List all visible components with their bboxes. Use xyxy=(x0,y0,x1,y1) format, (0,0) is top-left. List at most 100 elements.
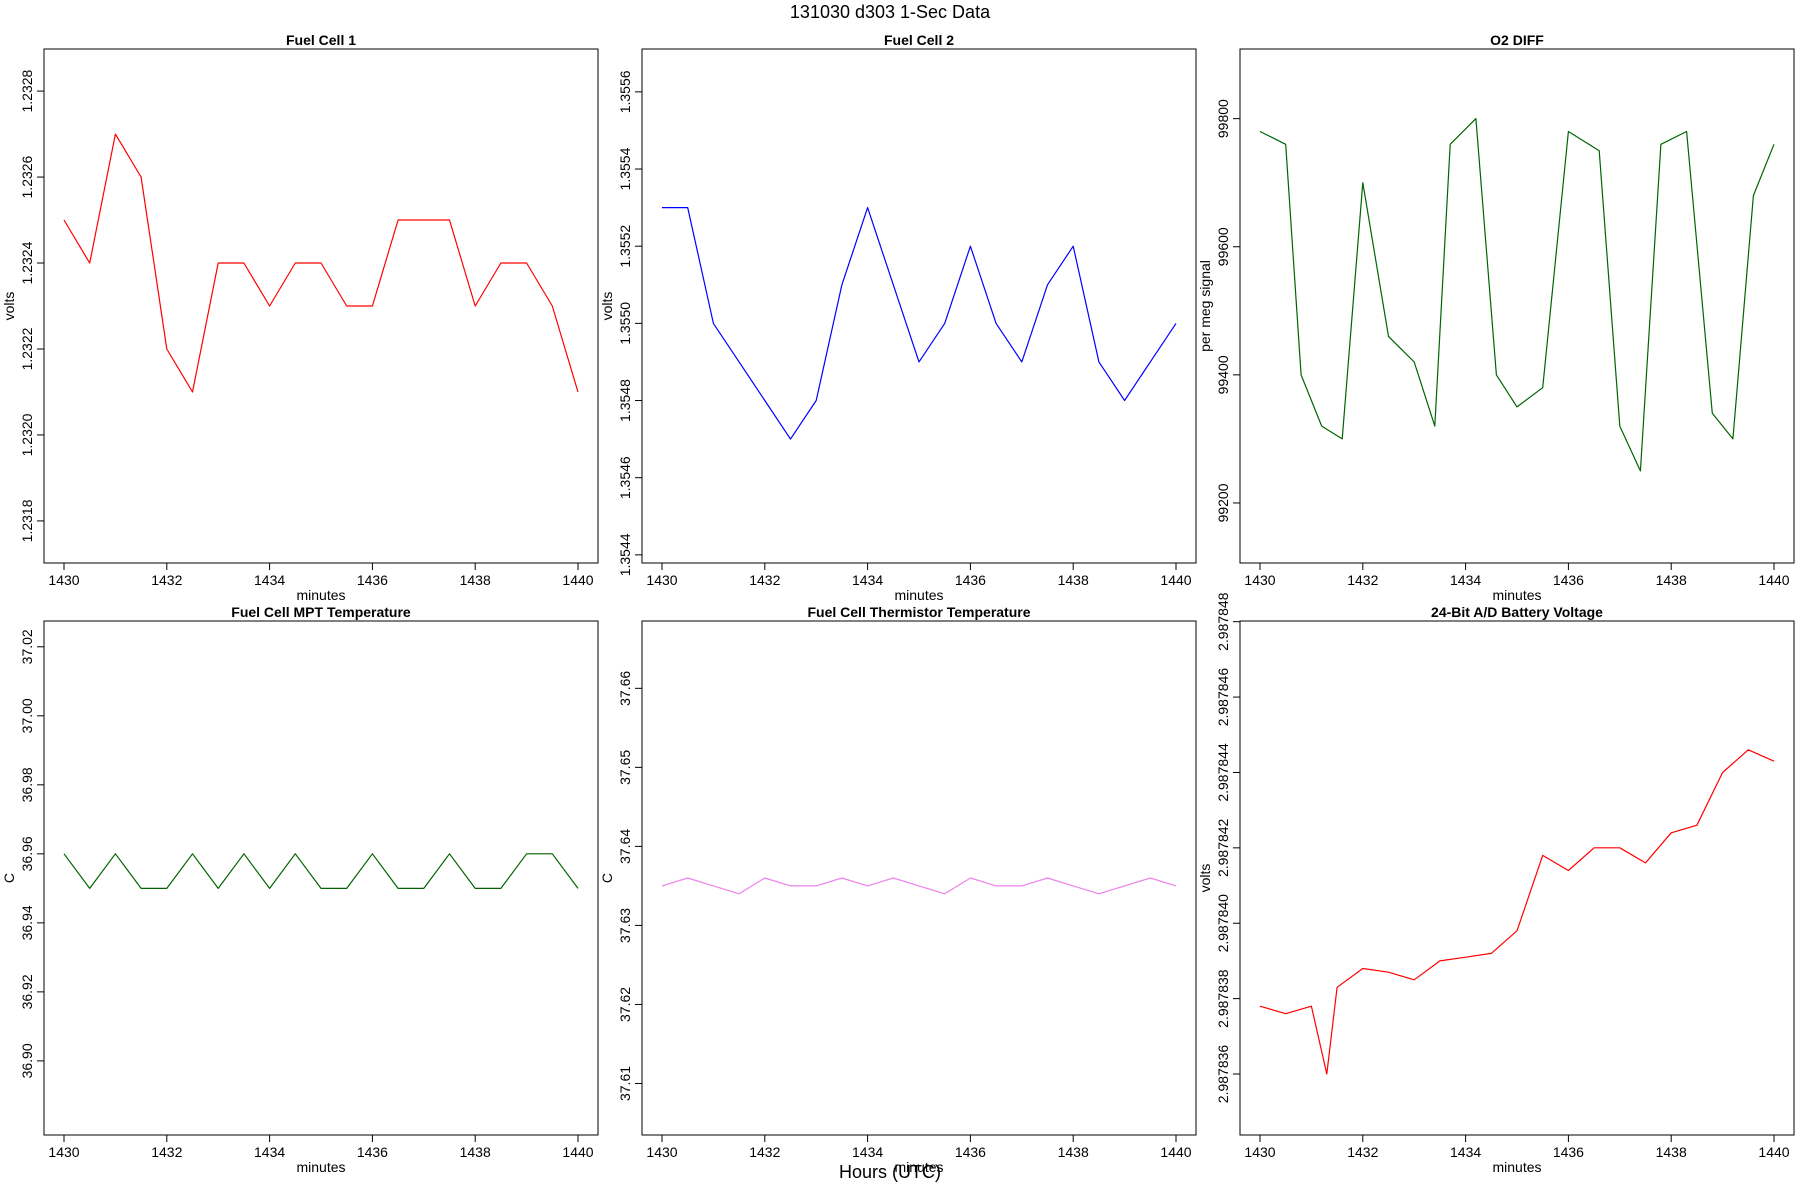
y-tick-label: 1.3552 xyxy=(617,225,633,268)
figure-title: 131030 d303 1-Sec Data xyxy=(790,2,991,22)
x-tick-label: 1434 xyxy=(254,1144,285,1160)
y-axis-label: per meg signal xyxy=(1197,260,1213,352)
x-tick-label: 1432 xyxy=(151,1144,182,1160)
y-tick-label: 37.62 xyxy=(617,987,633,1022)
x-axis-label: minutes xyxy=(296,1159,345,1175)
x-tick-label: 1438 xyxy=(460,572,491,588)
x-tick-label: 1438 xyxy=(1058,1144,1089,1160)
x-axis-label: minutes xyxy=(1492,587,1541,603)
x-tick-label: 1430 xyxy=(48,1144,79,1160)
x-tick-label: 1440 xyxy=(1160,1144,1191,1160)
x-tick-label: 1436 xyxy=(955,1144,986,1160)
x-tick-label: 1430 xyxy=(1244,572,1275,588)
y-tick-label: 1.3546 xyxy=(617,456,633,499)
y-tick-label: 37.66 xyxy=(617,671,633,706)
x-tick-label: 1432 xyxy=(1347,572,1378,588)
chart-panels: Fuel Cell 1 1430 1432 1434 1436 1438 1440 1.231… xyxy=(1,32,1795,1175)
x-tick-label: 1434 xyxy=(1450,572,1481,588)
figure-x-axis-label: Hours (UTC) xyxy=(839,1162,941,1182)
chart-title: Fuel Cell MPT Temperature xyxy=(231,604,411,620)
y-tick-label: 1.3554 xyxy=(617,147,633,190)
plot-frame xyxy=(641,620,1197,1136)
plot-frame xyxy=(43,48,599,564)
x-tick-label: 1434 xyxy=(1450,1144,1481,1160)
y-tick-label: 1.2322 xyxy=(19,327,35,370)
y-tick-label: 2.987844 xyxy=(1215,743,1231,802)
x-tick-label: 1430 xyxy=(646,572,677,588)
x-tick-label: 1438 xyxy=(1656,572,1687,588)
y-tick-label: 36.96 xyxy=(19,836,35,871)
y-tick-label: 99200 xyxy=(1215,483,1231,522)
y-tick-label: 2.987842 xyxy=(1215,818,1231,877)
y-tick-label: 1.3544 xyxy=(617,533,633,576)
y-tick-label: 37.65 xyxy=(617,750,633,785)
x-tick-label: 1434 xyxy=(852,572,883,588)
series-line xyxy=(1259,749,1775,1075)
x-tick-label: 1436 xyxy=(955,572,986,588)
x-tick-label: 1432 xyxy=(749,1144,780,1160)
chart-panel-5: Fuel Cell Thermistor Temperature 1430 1432… xyxy=(599,604,1197,1175)
x-tick-label: 1440 xyxy=(562,1144,593,1160)
x-tick-label: 1430 xyxy=(1244,1144,1275,1160)
x-tick-label: 1440 xyxy=(562,572,593,588)
chart-panel-3: O2 DIFF 1430 1432 1434 1436 1438 1440 99200 9940… xyxy=(1197,32,1795,603)
series-line xyxy=(661,877,1177,895)
y-axis-label: volts xyxy=(1197,864,1213,893)
x-tick-label: 1436 xyxy=(1553,572,1584,588)
x-tick-label: 1436 xyxy=(1553,1144,1584,1160)
plot-frame xyxy=(1239,48,1795,564)
x-tick-label: 1438 xyxy=(1656,1144,1687,1160)
y-tick-label: 1.3548 xyxy=(617,379,633,422)
y-tick-label: 1.2326 xyxy=(19,155,35,198)
plot-frame xyxy=(43,620,599,1136)
x-tick-label: 1436 xyxy=(357,1144,388,1160)
x-axis-label: minutes xyxy=(894,587,943,603)
series-line xyxy=(1259,117,1775,472)
y-tick-label: 1.2318 xyxy=(19,499,35,542)
y-axis-label: volts xyxy=(1,292,17,321)
chart-panel-1: Fuel Cell 1 1430 1432 1434 1436 1438 1440 1.231… xyxy=(1,32,599,603)
chart-title: O2 DIFF xyxy=(1490,32,1544,48)
series-line xyxy=(662,207,1177,440)
y-tick-label: 2.987846 xyxy=(1215,668,1231,727)
y-tick-label: 1.2328 xyxy=(19,69,35,112)
series-line xyxy=(63,133,579,393)
x-tick-label: 1440 xyxy=(1758,1144,1789,1160)
x-tick-label: 1434 xyxy=(852,1144,883,1160)
y-tick-label: 99400 xyxy=(1215,355,1231,394)
y-tick-label: 37.00 xyxy=(19,698,35,733)
x-tick-label: 1438 xyxy=(1058,572,1089,588)
y-tick-label: 37.02 xyxy=(19,629,35,664)
y-tick-label: 2.987848 xyxy=(1215,592,1231,651)
y-tick-label: 2.987836 xyxy=(1215,1045,1231,1104)
y-tick-label: 37.61 xyxy=(617,1066,633,1101)
plot-frame xyxy=(641,48,1197,564)
chart-panel-6: 24-Bit A/D Battery Voltage 1430 1432 1434 14… xyxy=(1197,592,1795,1175)
x-tick-label: 1432 xyxy=(749,572,780,588)
y-tick-label: 1.2320 xyxy=(19,413,35,456)
y-tick-label: 36.92 xyxy=(19,974,35,1009)
chart-panel-4: Fuel Cell MPT Temperature 1430 1432 1434 143… xyxy=(1,604,599,1175)
y-tick-label: 37.64 xyxy=(617,829,633,864)
y-tick-label: 1.2324 xyxy=(19,241,35,284)
x-tick-label: 1430 xyxy=(48,572,79,588)
y-tick-label: 2.987840 xyxy=(1215,894,1231,953)
x-tick-label: 1434 xyxy=(254,572,285,588)
chart-panel-2: Fuel Cell 2 1430 1432 1434 1436 1438 1440 1.354… xyxy=(599,32,1197,603)
x-tick-label: 1440 xyxy=(1160,572,1191,588)
x-tick-label: 1432 xyxy=(151,572,182,588)
x-tick-label: 1440 xyxy=(1758,572,1789,588)
plot-frame xyxy=(1239,620,1795,1136)
y-axis-label: C xyxy=(1,873,17,883)
x-tick-label: 1430 xyxy=(646,1144,677,1160)
chart-title: Fuel Cell 2 xyxy=(884,32,954,48)
y-tick-label: 36.90 xyxy=(19,1043,35,1078)
x-tick-label: 1438 xyxy=(460,1144,491,1160)
y-axis-label: C xyxy=(599,873,615,883)
y-tick-label: 1.3550 xyxy=(617,302,633,345)
y-tick-label: 37.63 xyxy=(617,908,633,943)
chart-title: 24-Bit A/D Battery Voltage xyxy=(1431,604,1603,620)
chart-title: Fuel Cell 1 xyxy=(286,32,356,48)
x-tick-label: 1436 xyxy=(357,572,388,588)
y-tick-label: 99800 xyxy=(1215,99,1231,138)
